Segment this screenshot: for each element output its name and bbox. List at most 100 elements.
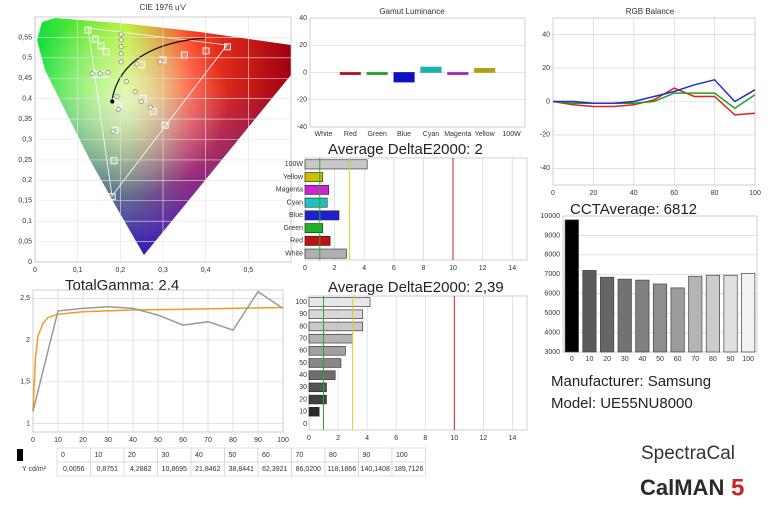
y-tick-label: 40 [542,32,550,39]
x-tick-label: 0,4 [201,267,211,274]
bar [308,297,371,307]
y-tick-label: 3000 [544,349,560,356]
point [147,104,153,110]
point [180,51,188,59]
point [134,61,140,67]
table-header: 20 [128,452,136,459]
x-tick-label: Cyan [423,131,439,138]
y-tick-label: 100W [285,161,304,168]
chart: Average DeltaE2000: 2 0 2 4 6 8 10 12 14 100W Yell… [276,141,528,272]
x-tick-label: 10 [449,265,457,272]
chart-title: Average DeltaE2000: 2,39 [328,279,504,296]
bar [308,358,342,368]
bar [304,184,329,195]
x-tick-label: 0 [570,356,574,363]
bar [723,274,738,353]
x-tick-label: Green [367,131,387,138]
y-tick-label: 0,5 [22,55,32,62]
x-tick-label: 0,3 [158,267,168,274]
bar [635,279,650,353]
bar [304,197,328,208]
y-tick-label: 10 [299,409,307,416]
x-tick-label: 0 [33,267,37,274]
y-tick-label: Red [290,238,303,245]
table-row-label: Y cd/m² [22,466,47,473]
point [89,71,95,77]
y-tick-label: 0,4 [22,96,32,103]
x-tick-label: 10 [54,437,62,444]
luminance-table: 0 0,0056 10 0,8751 20 4,2882 30 10,8695 40 21,846… [17,447,426,477]
point [97,71,103,77]
table-value: 62,3921 [262,466,287,473]
x-tick-label: 0 [551,190,555,197]
point [161,121,169,129]
gamut-triangle [87,27,228,198]
x-tick-label: 70 [691,356,699,363]
x-tick-label: 100 [749,190,761,197]
bar [308,407,320,417]
point [157,59,163,65]
table-header: 60 [262,452,270,459]
x-tick-label: 10 [586,356,594,363]
x-tick-label: 6 [394,435,398,442]
y-tick-label: 70 [299,335,307,342]
x-tick-label: 30 [621,356,629,363]
y-tick-label: -20 [540,132,550,139]
x-tick-label: 2 [336,435,340,442]
bar [308,382,327,393]
spectral-locus-white [37,18,291,255]
point [105,70,111,76]
x-tick-label: 0 [31,437,35,444]
x-tick-label: 100W [502,131,521,138]
table-header: 70 [296,452,304,459]
cie-background [37,18,291,255]
x-tick-label: 14 [508,265,516,272]
point [202,47,210,55]
table-value: 0,0056 [63,466,85,473]
x-tick-label: 12 [480,435,488,442]
table-header: 0 [61,452,65,459]
bar [304,210,340,221]
x-tick-label: 100 [742,356,754,363]
bar [474,68,496,73]
point [114,94,120,100]
y-tick-label: White [285,250,303,257]
model: Model: UE55NU8000 [551,395,693,412]
x-tick-label: 40 [129,437,137,444]
bar [741,272,756,353]
x-tick-label: 0 [307,435,311,442]
bar [308,321,364,332]
chart-title: RGB Balance [626,7,675,16]
series-line [32,306,284,412]
x-tick-label: Magenta [444,131,471,138]
table-value: 4,2882 [130,466,152,473]
bar [366,72,388,75]
y-tick-label: -40 [540,165,550,172]
y-tick-label: 7000 [544,271,560,278]
point [102,48,110,56]
bar [582,270,597,353]
bar [308,370,336,380]
x-tick-label: 90 [254,437,262,444]
y-tick-label: 20 [299,396,307,403]
x-tick-label: 14 [509,435,517,442]
x-tick-label: 50 [656,356,664,363]
chart: Gamut Luminance -40 -20 0 20 40 White Red Green B… [297,7,526,138]
y-tick-label: 0,45 [18,75,32,82]
point [118,44,124,50]
x-tick-label: 0 [303,265,307,272]
chart-title: CCTAverage: 6812 [570,201,697,218]
table-value: 86,0200 [296,466,321,473]
y-tick-label: 50 [299,360,307,367]
y-tick-label: 0 [546,98,550,105]
point [84,26,92,34]
point [110,99,115,104]
logo-spectracal: SpectraCal [641,443,735,464]
point [138,99,144,105]
y-tick-label: 90 [299,311,307,318]
bar [617,278,632,353]
x-tick-label: 0,5 [243,267,253,274]
bar [670,287,685,353]
x-tick-label: 60 [670,190,678,197]
table-header: 90 [363,452,371,459]
